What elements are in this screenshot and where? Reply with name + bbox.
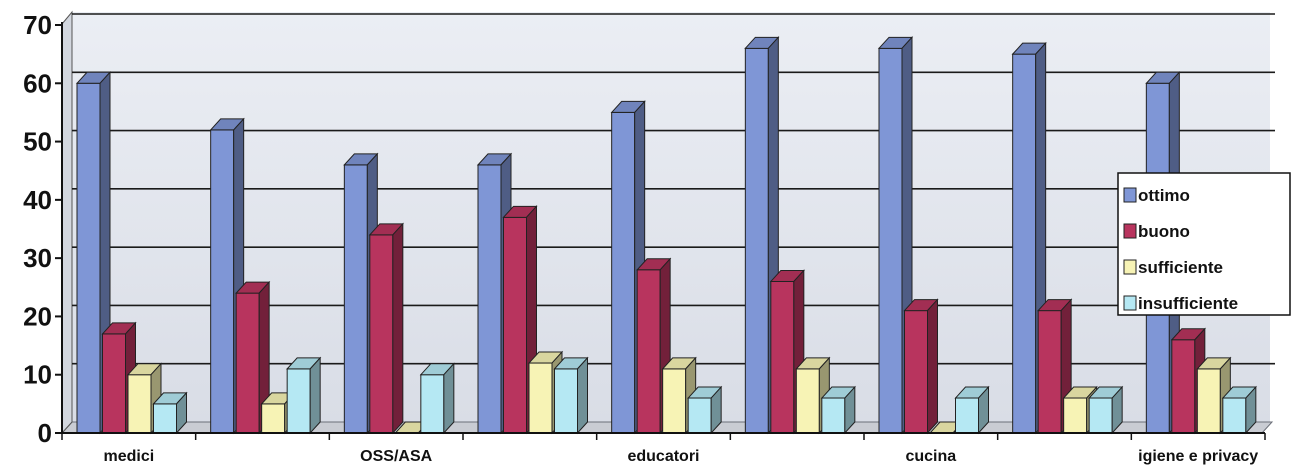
bar-insufficiente: [820, 385, 856, 435]
bar-front: [611, 111, 636, 434]
bar-front: [235, 292, 260, 434]
legend-swatch-ottimo: [1123, 187, 1137, 203]
x-category-label: educatori: [627, 448, 699, 465]
bar-front: [821, 397, 846, 434]
legend-label-buono: buono: [1138, 222, 1190, 241]
y-tick-label: 50: [23, 127, 52, 157]
bar-front: [210, 129, 235, 434]
bar-front: [477, 164, 502, 434]
legend-box: [1117, 172, 1291, 316]
bar-front: [127, 374, 152, 434]
bars-group: [75, 36, 1257, 435]
bar-front: [153, 403, 177, 434]
bar-front: [770, 280, 795, 434]
bar-insufficiente: [1088, 385, 1124, 435]
bar-front: [636, 269, 661, 434]
bar-front: [878, 47, 903, 434]
bar-ottimo: [209, 117, 245, 435]
bar-side: [176, 391, 187, 435]
bar-front: [420, 374, 445, 434]
bar-insufficiente: [286, 356, 322, 435]
bar-side: [1245, 385, 1257, 435]
y-tick-label: 70: [23, 10, 52, 40]
x-category-label: igiene e privacy: [1138, 448, 1258, 465]
bar-front: [1063, 397, 1088, 434]
bar-front: [687, 397, 712, 434]
bar-side: [710, 385, 722, 435]
bar-side: [1111, 385, 1123, 435]
bar-front: [955, 397, 979, 434]
legend-label-ottimo: ottimo: [1138, 186, 1190, 205]
bar-front: [1196, 368, 1221, 434]
y-axis-ticks: 0 10 20 30 40 50 60 70: [23, 10, 62, 448]
bar-sufficiente: [1062, 385, 1098, 435]
bar-front: [343, 164, 368, 434]
bar-front: [1088, 397, 1113, 434]
bar-insufficiente: [954, 385, 990, 435]
y-tick-label: 10: [23, 360, 52, 390]
bar-front: [261, 403, 286, 434]
y-tick-label: 0: [38, 418, 52, 448]
bar-front: [1171, 339, 1196, 434]
bar-front: [286, 368, 311, 434]
bar-side: [443, 362, 455, 435]
legend-swatch-insufficiente: [1123, 295, 1137, 311]
legend-swatch-sufficiente: [1123, 259, 1137, 275]
bar-front: [1222, 397, 1247, 434]
bar-insufficiente: [553, 356, 589, 435]
legend-swatch-buono: [1123, 223, 1137, 239]
bar-side: [309, 356, 321, 435]
bar-front: [904, 310, 928, 434]
bar-insufficiente: [152, 391, 188, 435]
y-tick-label: 20: [23, 301, 52, 331]
bar-buono: [903, 298, 939, 435]
bar-side: [844, 385, 856, 435]
legend-label-insufficiente: insufficiente: [1138, 294, 1238, 313]
bar-front: [528, 362, 553, 434]
legend: ottimo buono sufficiente insufficiente: [1117, 172, 1291, 316]
bar-front: [795, 368, 820, 434]
bar-front: [102, 333, 126, 434]
bar-front: [1037, 310, 1062, 434]
bar-front: [662, 368, 687, 434]
bar-front: [503, 216, 527, 434]
bar-front: [369, 234, 394, 434]
bar-front: [744, 47, 769, 434]
x-category-label: medici: [103, 448, 154, 465]
bar-front: [1012, 53, 1037, 434]
y-tick-label: 40: [23, 185, 52, 215]
y-tick-label: 30: [23, 243, 52, 273]
y-tick-label: 60: [23, 68, 52, 98]
bar-insufficiente: [687, 385, 723, 435]
legend-label-sufficiente: sufficiente: [1138, 258, 1223, 277]
bar-side: [392, 222, 404, 435]
x-category-label: cucina: [905, 448, 956, 465]
bar-side: [978, 385, 989, 435]
bar-side: [577, 356, 588, 435]
bar-side: [927, 298, 938, 435]
bar-buono: [235, 280, 271, 435]
bar-front: [76, 82, 101, 434]
bar-insufficiente: [1221, 385, 1257, 435]
bar-insufficiente: [419, 362, 455, 435]
bar-front: [554, 368, 578, 434]
bar-buono: [368, 222, 404, 435]
x-axis-labels: medici OSS/ASA educatori cucina igiene e pri…: [61, 433, 1266, 465]
x-category-label: OSS/ASA: [360, 448, 432, 465]
plot-side-wall: [61, 10, 73, 435]
